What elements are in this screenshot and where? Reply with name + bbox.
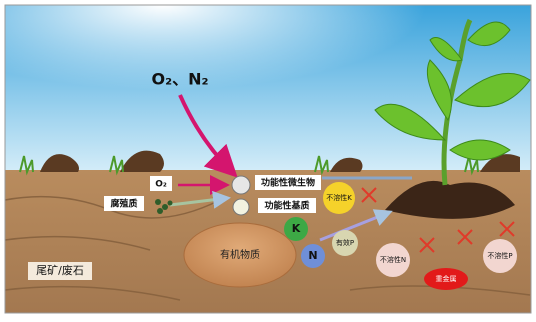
heavy-metal-label: 重金属 [436,274,457,283]
insoluble-p-label: 不溶性P [487,251,512,260]
available-p-label: 有效P [336,238,354,247]
organic-matter-label: 有机物质 [220,248,260,261]
substrate-icon [233,199,249,215]
tailings-label: 尾矿/废石 [36,263,84,277]
microbe-icon [232,176,250,194]
insoluble-n-label: 不溶性N [380,255,406,264]
n-label: N [308,249,317,262]
gas-label: O₂、N₂ [151,70,208,89]
k-label: K [292,222,301,235]
diagram: O₂、N₂ O₂ 腐殖质 功能性微生物 功能性基质 不溶性K K 有效P N 有… [0,0,536,318]
oxygen-label: O₂ [155,180,167,190]
insoluble-k-label: 不溶性K [326,193,352,202]
microbe-label: 功能性微生物 [261,177,315,189]
substrate-label: 功能性基质 [264,200,309,212]
humus-label: 腐殖质 [110,198,137,210]
